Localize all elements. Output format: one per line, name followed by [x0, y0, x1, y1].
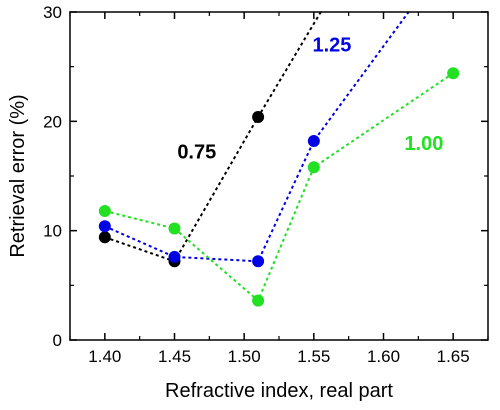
series-label: 1.00 [404, 133, 443, 155]
plot-frame [69, 11, 489, 341]
x-tick-label: 1.55 [297, 347, 330, 366]
series-line [104, 12, 410, 263]
series-1 [98, 12, 410, 268]
series-line [104, 72, 454, 303]
data-point [98, 220, 111, 233]
series-label: 1.25 [312, 34, 351, 56]
data-point [98, 204, 111, 217]
series-2 [98, 67, 460, 307]
x-tick-label: 1.50 [228, 347, 261, 366]
data-point [168, 250, 181, 263]
x-tick-label: 1.40 [88, 347, 121, 366]
y-tick-label: 20 [43, 112, 62, 131]
data-point [252, 255, 265, 268]
data-point [252, 294, 265, 307]
y-tick-label: 30 [43, 3, 62, 22]
series-line [104, 12, 322, 263]
x-tick-label: 1.65 [437, 347, 470, 366]
series-label: 0.75 [177, 142, 216, 164]
data-point [252, 110, 265, 123]
chart-marks [98, 12, 460, 307]
x-axis-title: Refractive index, real part [165, 380, 393, 402]
data-point [307, 161, 320, 174]
y-tick-label: 10 [43, 222, 62, 241]
data-point [168, 222, 181, 235]
x-tick-label: 1.45 [158, 347, 191, 366]
y-tick-label: 0 [53, 331, 62, 350]
data-point [98, 231, 111, 244]
data-point [447, 67, 460, 80]
x-tick-label: 1.60 [367, 347, 400, 366]
data-point [307, 135, 320, 148]
y-axis-title: Retrieval error (%) [7, 94, 29, 257]
axis-ticks: 1.40 1.45 1.50 1.55 1.60 1.65 0 10 20 30 [43, 3, 489, 366]
